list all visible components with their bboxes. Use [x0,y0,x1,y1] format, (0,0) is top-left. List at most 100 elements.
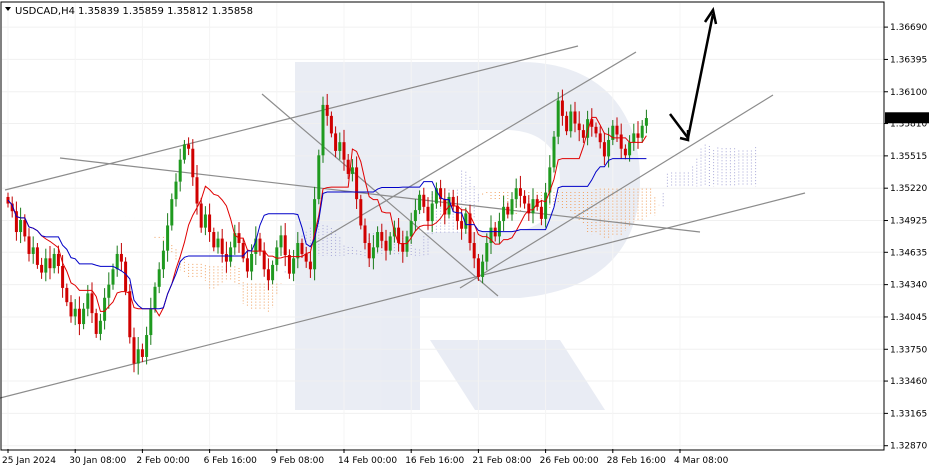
candle [485,233,489,271]
candle [73,299,77,326]
candles [6,89,648,375]
candle [338,132,342,160]
y-tick-label: 1.34925 [890,217,927,227]
candle [367,233,371,268]
candle [178,148,182,192]
candle [623,144,627,160]
candle [241,238,245,263]
candle [573,101,577,133]
candle [451,189,455,213]
candle [208,203,212,242]
candle [464,207,468,234]
y-tick-label: 1.34635 [890,248,927,258]
candle [317,149,321,205]
candle [334,126,338,158]
candle [544,182,548,228]
x-tick-label: 25 Jan 2024 [2,456,56,466]
candle [489,215,493,255]
candle [628,135,632,162]
candle [376,226,380,253]
x-tick-label: 14 Feb 00:00 [338,456,397,466]
candle [527,195,531,221]
candle [170,193,174,231]
header: USDCAD,H4 1.35839 1.35859 1.35812 1.3585… [5,6,253,17]
candle [27,228,31,262]
candle [439,179,443,207]
candle [350,159,354,182]
candle [409,212,413,244]
candle [90,282,94,323]
kijun-sen-line [7,158,647,310]
candle [203,206,207,236]
candle [149,297,153,345]
trend-lines [0,45,806,399]
candle [94,308,98,338]
candle [271,260,275,285]
candle [220,228,224,263]
candle [308,251,312,278]
candle [476,253,480,281]
x-tick-label: 4 Mar 08:00 [674,456,729,466]
candle [397,218,401,252]
candle [199,197,203,233]
candle [430,191,434,233]
candle [35,242,39,269]
candle [56,245,60,274]
candle [258,232,262,256]
candle [581,124,585,143]
candle [245,251,249,278]
candle [590,108,594,137]
candle [359,194,363,230]
candle [565,111,569,136]
candle [174,173,178,207]
y-tick-label: 1.33165 [890,409,927,419]
rising-line-2 [309,51,637,247]
candle [384,229,388,261]
candle [497,212,501,244]
candle [212,227,216,252]
x-tick-label: 16 Feb 16:00 [405,456,464,466]
candle [636,121,640,149]
candle [632,123,636,151]
y-tick-label: 1.35220 [890,184,927,194]
x-tick-label: 21 Feb 08:00 [472,456,531,466]
candle [283,223,287,267]
candle [321,96,325,163]
candle [325,93,329,126]
candle [44,248,48,282]
candle [279,225,283,257]
candle [481,254,485,284]
candle [619,123,623,159]
candle [363,218,367,250]
candle [640,120,644,143]
candle [586,110,590,146]
y-tick-label: 1.35810 [890,120,927,130]
candle [124,257,128,296]
candle [342,129,346,171]
y-tick-label: 1.33460 [890,377,927,387]
candle [569,104,573,138]
candle [539,199,543,226]
y-tick-label: 1.35515 [890,152,927,162]
candle [506,202,510,219]
candle [115,245,119,277]
plot-frame [0,1,885,451]
candle [443,188,447,225]
candle [304,246,308,268]
candle [103,288,107,330]
candle [82,303,86,330]
descending-lower-line [261,93,499,297]
x-axis: 25 Jan 2024 30 Jan 08:00 2 Feb 00:00 6 Feb … [2,449,729,466]
candle [132,327,136,373]
y-tick-label: 1.34045 [890,313,927,323]
candle [426,197,430,230]
y-axis: 1.36690 1.36395 1.36100 1.35810 1.35515 1.352… [884,23,927,452]
candle [107,272,111,309]
dropdown-triangle-icon [5,7,11,11]
candle [224,241,228,273]
watermark-logo [295,62,640,410]
candle [119,242,123,272]
candle [266,258,270,291]
candle [140,343,144,363]
